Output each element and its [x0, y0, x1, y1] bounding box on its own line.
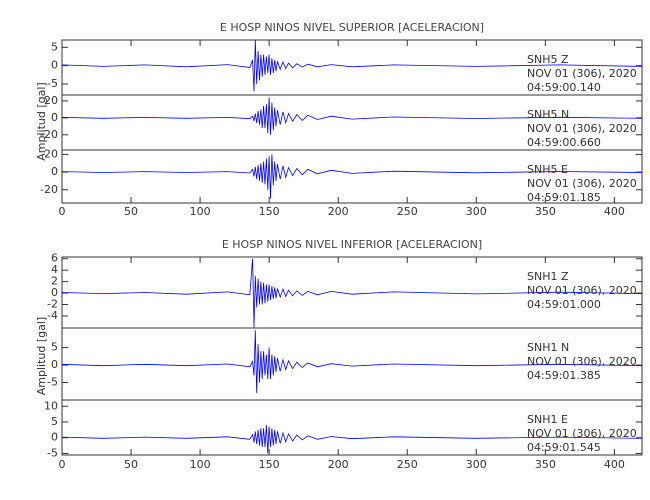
trace-label: NOV 01 (306), 2020 — [527, 67, 637, 80]
y-tick-label: 0 — [51, 59, 58, 72]
y-tick-label: 0 — [51, 431, 58, 444]
y-tick-label: 10 — [44, 399, 58, 412]
trace-label: NOV 01 (306), 2020 — [527, 355, 637, 368]
x-tick-label: 200 — [328, 458, 349, 471]
panel-frame — [61, 399, 643, 456]
x-tick-label: 50 — [124, 205, 138, 218]
x-tick-label: 400 — [604, 205, 625, 218]
y-tick-label: -20 — [40, 128, 58, 141]
trace-label: SNH5 E — [527, 163, 568, 176]
trace-label: 04:59:01.000 — [527, 298, 601, 311]
waveform — [61, 154, 643, 199]
x-tick-label: 300 — [466, 205, 487, 218]
chart-title: E HOSP NINOS NIVEL INFERIOR [ACELERACION… — [222, 238, 482, 251]
x-tick-label: 200 — [328, 205, 349, 218]
trace-label: SNH1 E — [527, 413, 568, 426]
y-tick-label: 2 — [51, 275, 58, 288]
y-tick-label: 5 — [51, 341, 58, 354]
waveform — [61, 39, 643, 92]
trace-label: SNH5 N — [527, 108, 569, 121]
trace-label: 04:59:00.140 — [527, 81, 601, 94]
x-tick-label: 300 — [466, 458, 487, 471]
y-tick-label: -4 — [47, 309, 58, 322]
waveform — [61, 425, 643, 454]
y-tick-label: -5 — [47, 376, 58, 389]
y-tick-label: -2 — [47, 298, 58, 311]
waveform — [61, 330, 643, 394]
trace-label: NOV 01 (306), 2020 — [527, 284, 637, 297]
x-tick-label: 350 — [535, 458, 556, 471]
y-tick-label: -5 — [47, 446, 58, 459]
x-tick-label: 150 — [259, 205, 280, 218]
y-axis-label: Amplitud [gal] — [35, 82, 48, 160]
y-tick-label: 0 — [51, 111, 58, 124]
trace-label: SNH1 N — [527, 341, 569, 354]
y-tick-label: 0 — [51, 286, 58, 299]
x-tick-label: 100 — [190, 458, 211, 471]
y-tick-label: 5 — [51, 415, 58, 428]
y-tick-label: 20 — [44, 94, 58, 107]
trace-label: NOV 01 (306), 2020 — [527, 177, 637, 190]
x-tick-label: 350 — [535, 205, 556, 218]
trace-label: SNH5 Z — [527, 53, 569, 66]
x-tick-label: 250 — [397, 458, 418, 471]
y-tick-label: 0 — [51, 165, 58, 178]
y-axis-label: Amplitud [gal] — [35, 317, 48, 395]
y-tick-label: -5 — [47, 77, 58, 90]
y-tick-label: 4 — [51, 263, 58, 276]
trace-label: NOV 01 (306), 2020 — [527, 122, 637, 135]
trace-label: 04:59:01.185 — [527, 191, 601, 204]
y-tick-label: 6 — [51, 252, 58, 265]
panel-frame — [61, 149, 643, 204]
y-tick-label: -20 — [40, 183, 58, 196]
trace-label: 04:59:01.385 — [527, 369, 601, 382]
x-tick-label: 0 — [59, 458, 66, 471]
waveform — [61, 258, 643, 328]
x-tick-label: 0 — [59, 205, 66, 218]
trace-label: SNH1 Z — [527, 270, 569, 283]
x-tick-label: 250 — [397, 205, 418, 218]
waveform — [61, 97, 643, 135]
y-tick-label: 20 — [44, 147, 58, 160]
x-tick-label: 400 — [604, 458, 625, 471]
y-tick-label: 5 — [51, 40, 58, 53]
x-tick-label: 150 — [259, 458, 280, 471]
y-tick-label: 0 — [51, 358, 58, 371]
x-tick-label: 100 — [190, 205, 211, 218]
trace-label: 04:59:00.660 — [527, 136, 601, 149]
trace-label: 04:59:01.545 — [527, 441, 601, 454]
chart-title: E HOSP NINOS NIVEL SUPERIOR [ACELERACION… — [220, 21, 484, 34]
x-tick-label: 50 — [124, 458, 138, 471]
trace-label: NOV 01 (306), 2020 — [527, 427, 637, 440]
